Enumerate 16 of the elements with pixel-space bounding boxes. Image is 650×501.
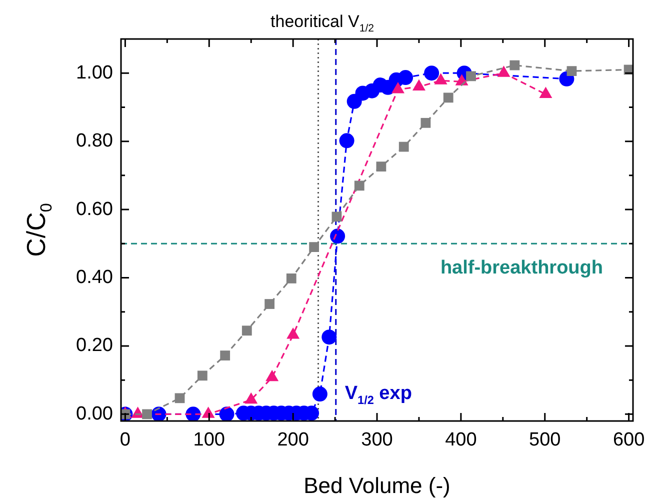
- y-tick-label: 1.00: [76, 62, 113, 84]
- x-tick-label: 200: [277, 430, 309, 451]
- y-tick-label: 0.60: [76, 198, 113, 220]
- y-tick-label: 0.80: [76, 130, 113, 152]
- x-tick-label: 0: [120, 430, 130, 451]
- x-tick-label: 100: [193, 430, 225, 451]
- x-tick-label: 400: [445, 430, 477, 451]
- y-axis-title: C/C0: [21, 203, 56, 257]
- ref-line-label: half-breakthrough: [440, 258, 604, 279]
- y-tick-label: 0.20: [76, 335, 113, 356]
- y-tick-label: 0.40: [76, 266, 113, 288]
- x-tick-label: 600: [612, 430, 645, 451]
- x-axis-title: Bed Volume (-): [304, 473, 450, 498]
- x-tick-label: 500: [529, 430, 561, 451]
- x-tick-label: 300: [361, 430, 393, 451]
- y-tick-label: 0.00: [76, 403, 113, 424]
